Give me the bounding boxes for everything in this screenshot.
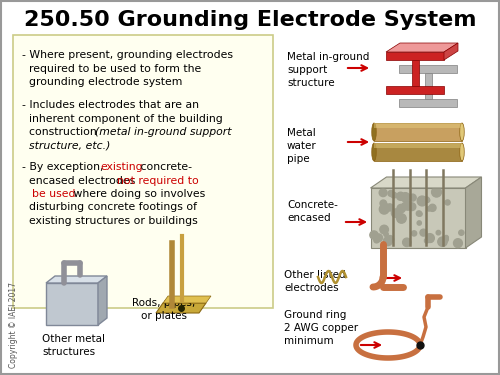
Text: (metal in-ground support: (metal in-ground support xyxy=(95,127,232,137)
Circle shape xyxy=(454,239,462,248)
Circle shape xyxy=(416,211,422,216)
Bar xyxy=(399,65,457,73)
Circle shape xyxy=(375,234,382,242)
Bar xyxy=(424,73,432,99)
Bar xyxy=(374,143,462,161)
Ellipse shape xyxy=(372,143,376,161)
Circle shape xyxy=(391,192,396,198)
Text: concrete-: concrete- xyxy=(137,162,192,172)
Text: where doing so involves: where doing so involves xyxy=(70,189,205,199)
Circle shape xyxy=(380,200,386,207)
Circle shape xyxy=(458,230,464,235)
Circle shape xyxy=(386,204,394,211)
Circle shape xyxy=(444,236,448,240)
Polygon shape xyxy=(370,177,482,188)
Bar xyxy=(386,86,444,94)
FancyBboxPatch shape xyxy=(13,35,273,308)
Text: required to be used to form the: required to be used to form the xyxy=(22,63,201,74)
Bar xyxy=(374,123,462,128)
Circle shape xyxy=(424,238,429,243)
Circle shape xyxy=(417,196,427,206)
Circle shape xyxy=(427,236,434,242)
Text: disturbing concrete footings of: disturbing concrete footings of xyxy=(22,202,197,213)
Polygon shape xyxy=(466,177,481,248)
Circle shape xyxy=(426,198,430,202)
Bar xyxy=(370,188,466,248)
Text: Metal in-ground
support
structure: Metal in-ground support structure xyxy=(287,52,370,88)
Text: Metal
water
pipe: Metal water pipe xyxy=(287,128,317,164)
Circle shape xyxy=(418,212,422,216)
Circle shape xyxy=(426,234,434,243)
Circle shape xyxy=(383,204,389,210)
Bar xyxy=(386,52,444,60)
Ellipse shape xyxy=(460,143,464,161)
Circle shape xyxy=(432,187,442,197)
Circle shape xyxy=(397,214,406,223)
Bar xyxy=(46,283,98,325)
Circle shape xyxy=(408,203,416,210)
Circle shape xyxy=(401,193,410,202)
Circle shape xyxy=(438,237,447,246)
Polygon shape xyxy=(386,43,458,52)
Circle shape xyxy=(396,192,404,200)
Text: existing: existing xyxy=(100,162,142,172)
Circle shape xyxy=(392,209,400,218)
Circle shape xyxy=(404,201,412,210)
Text: - Where present, grounding electrodes: - Where present, grounding electrodes xyxy=(22,50,233,60)
Circle shape xyxy=(384,232,388,237)
Circle shape xyxy=(388,190,394,196)
Circle shape xyxy=(386,236,394,243)
Circle shape xyxy=(380,204,389,214)
Circle shape xyxy=(384,237,392,246)
Bar xyxy=(399,99,457,107)
Circle shape xyxy=(417,221,422,225)
Circle shape xyxy=(402,202,409,210)
Ellipse shape xyxy=(372,123,376,141)
Bar xyxy=(412,60,418,86)
Circle shape xyxy=(424,197,429,202)
Text: - By exception,: - By exception, xyxy=(22,162,107,172)
Bar xyxy=(374,123,462,141)
Polygon shape xyxy=(98,276,107,325)
Polygon shape xyxy=(156,303,206,313)
Polygon shape xyxy=(444,43,458,60)
Text: Rods, pipes,
or plates: Rods, pipes, or plates xyxy=(132,298,196,321)
Polygon shape xyxy=(163,296,211,303)
Circle shape xyxy=(420,229,427,236)
Circle shape xyxy=(374,237,380,243)
Circle shape xyxy=(402,238,411,246)
Text: Copyright © IAEI 2017: Copyright © IAEI 2017 xyxy=(9,282,18,368)
Text: not required to: not required to xyxy=(117,176,199,186)
Circle shape xyxy=(370,231,378,239)
Text: 250.50 Grounding Electrode System: 250.50 Grounding Electrode System xyxy=(24,10,476,30)
Circle shape xyxy=(397,204,406,213)
Circle shape xyxy=(409,194,416,201)
Text: Other metal
structures: Other metal structures xyxy=(42,334,105,357)
Circle shape xyxy=(380,225,388,234)
Circle shape xyxy=(445,200,450,205)
Circle shape xyxy=(442,236,448,242)
Text: Other listed
electrodes: Other listed electrodes xyxy=(284,270,346,293)
Polygon shape xyxy=(46,276,107,283)
Text: grounding electrode system: grounding electrode system xyxy=(22,77,182,87)
Text: Concrete-
encased: Concrete- encased xyxy=(287,200,338,223)
Circle shape xyxy=(427,207,431,211)
Text: encased electrodes: encased electrodes xyxy=(22,176,139,186)
Circle shape xyxy=(379,189,387,196)
Text: existing structures or buildings: existing structures or buildings xyxy=(22,216,198,226)
Text: structure, etc.): structure, etc.) xyxy=(22,141,110,150)
Circle shape xyxy=(429,204,436,212)
Text: Ground ring
2 AWG copper
minimum: Ground ring 2 AWG copper minimum xyxy=(284,310,358,346)
Ellipse shape xyxy=(460,123,464,141)
Bar xyxy=(374,143,462,148)
Text: construction: construction xyxy=(22,127,100,137)
Text: - Includes electrodes that are an: - Includes electrodes that are an xyxy=(22,100,199,110)
Text: be used: be used xyxy=(32,189,76,199)
Circle shape xyxy=(436,230,440,235)
Circle shape xyxy=(412,231,416,236)
Text: inherent component of the building: inherent component of the building xyxy=(22,114,223,123)
